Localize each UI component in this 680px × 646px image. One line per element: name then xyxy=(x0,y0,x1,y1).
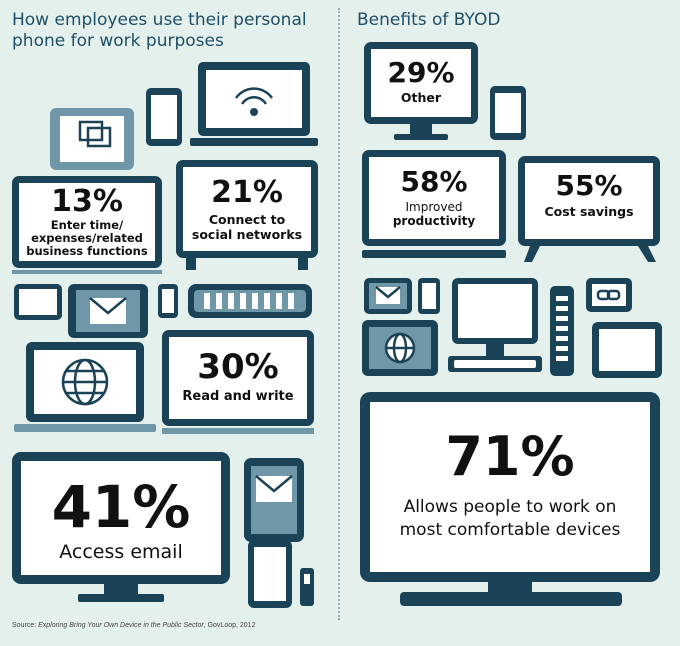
panel-divider xyxy=(338,8,340,620)
phone-icon xyxy=(146,88,182,146)
keyboard-icon xyxy=(188,284,312,318)
stat-label-line: Access email xyxy=(59,541,183,563)
stat-label-line: Improved xyxy=(405,200,463,214)
stat-percent: 71% xyxy=(445,425,575,488)
stat-percent: 41% xyxy=(51,473,191,541)
stat-label-line: Enter time/ xyxy=(50,218,124,232)
stat-label-line: Read and write xyxy=(182,389,294,404)
stat-label-line: Connect to xyxy=(208,212,286,227)
mail-tablet-icon xyxy=(68,284,148,338)
right-tiny-phone-icon xyxy=(418,278,440,314)
stat-label-line: Cost savings xyxy=(544,204,634,219)
monitor-30-frame xyxy=(162,330,314,434)
stat-label-line: most comfortable devices xyxy=(399,520,621,540)
stat-other: 29% Other xyxy=(371,56,471,105)
tv-55-frame xyxy=(518,156,660,262)
stat-percent: 58% xyxy=(400,165,468,198)
link-tablet-icon xyxy=(586,278,632,312)
tower-icon xyxy=(550,286,574,376)
small-tablet-icon xyxy=(14,284,62,320)
source-prefix: Source: xyxy=(12,622,39,629)
stat-label-line: expenses/related xyxy=(31,231,143,245)
stat-percent: 30% xyxy=(197,347,279,387)
source-suffix: , GovLoop, 2012 xyxy=(203,622,256,629)
right-mail-tablet-icon xyxy=(364,278,412,314)
mail-phone-icon xyxy=(244,458,304,542)
stat-label-line: business functions xyxy=(26,244,148,258)
stat-percent: 55% xyxy=(555,169,623,202)
right-phone-icon xyxy=(490,86,526,140)
stat-comfortable-devices: 71% Allows people to work on most comfor… xyxy=(370,418,650,542)
stat-enter-time: 13% Enter time/ expenses/related busines… xyxy=(19,185,155,258)
stat-percent: 29% xyxy=(387,56,455,89)
laptop-wifi-icon xyxy=(190,62,318,146)
stat-percent: 13% xyxy=(51,184,123,219)
right-panel-title: Benefits of BYOD xyxy=(357,10,501,30)
stat-label-line: social networks xyxy=(191,227,303,242)
stat-access-email: 41% Access email xyxy=(21,474,221,564)
stat-productivity: 58% Improved productivity xyxy=(369,164,499,228)
tv-71-frame xyxy=(360,392,660,606)
stat-read-write: 30% Read and write xyxy=(169,346,307,406)
monitor-29-frame xyxy=(364,42,478,140)
globe-laptop-icon xyxy=(14,342,156,432)
stat-label-line: Allows people to work on xyxy=(403,497,617,517)
stat-social-networks: 21% Connect to social networks xyxy=(183,174,311,242)
left-panel-title: How employees use their personal phone f… xyxy=(12,10,307,51)
source-title: Exploring Bring Your Own Device in the P… xyxy=(38,622,204,629)
stat-cost-savings: 55% Cost savings xyxy=(525,168,653,220)
right-small-screen-icon xyxy=(592,322,662,378)
desktop-computer-icon xyxy=(448,278,542,372)
source-citation: Source: Exploring Bring Your Own Device … xyxy=(12,622,255,629)
phone-usb-icon xyxy=(248,540,314,608)
monitor-13-frame xyxy=(12,176,162,274)
tiny-phone-icon xyxy=(158,284,178,318)
globe-tablet-icon xyxy=(362,320,438,376)
tablet-windows-icon xyxy=(50,108,134,170)
tv-41-frame xyxy=(12,452,230,602)
stat-label-line: Other xyxy=(400,90,442,105)
stat-label-line: productivity xyxy=(392,214,476,228)
monitor-58-frame xyxy=(362,150,506,258)
stat-percent: 21% xyxy=(211,175,283,210)
tv-21-frame xyxy=(176,160,318,270)
